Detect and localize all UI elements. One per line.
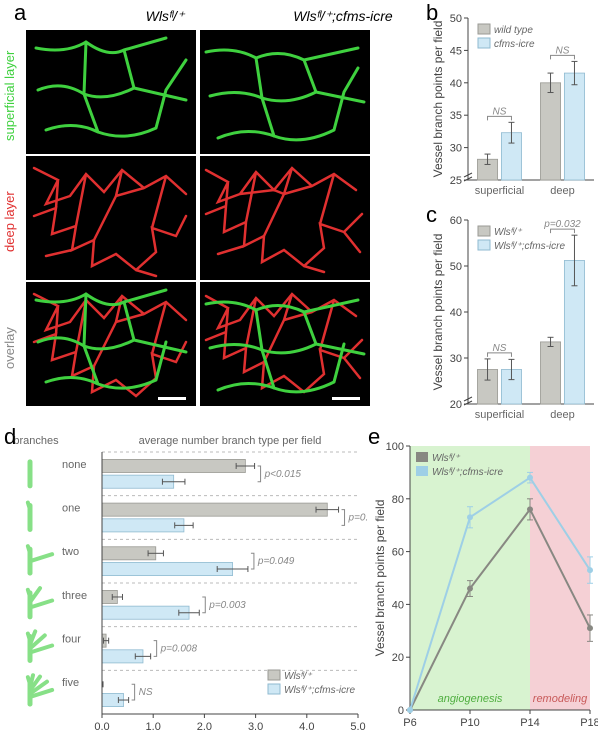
svg-text:p=0.003: p=0.003 — [208, 600, 246, 611]
svg-text:five: five — [62, 677, 79, 689]
panel-d-label: d — [4, 424, 16, 450]
svg-text:Wlsᶠˡ/⁺;cfms-icre: Wlsᶠˡ/⁺;cfms-icre — [494, 241, 565, 252]
panel-a: a Wlsᶠˡ/⁺ Wlsᶠˡ/⁺;cfms-icre superficial … — [8, 4, 422, 424]
svg-text:Wlsᶠˡ/⁺: Wlsᶠˡ/⁺ — [284, 671, 312, 682]
col2-header: Wlsᶠˡ/⁺;cfms-icre — [252, 8, 434, 25]
micro-img-overlay-ko — [200, 282, 370, 406]
row-label-overlay: overlay — [2, 288, 17, 408]
svg-text:Wlsᶠˡ/⁺: Wlsᶠˡ/⁺ — [432, 453, 460, 464]
svg-text:average number branch type per: average number branch type per field — [139, 435, 322, 447]
svg-text:0.0: 0.0 — [94, 721, 109, 733]
svg-text:25: 25 — [450, 175, 462, 187]
svg-text:P18: P18 — [580, 717, 598, 729]
svg-text:2.0: 2.0 — [197, 721, 212, 733]
panel-e-chart: angiogenesis remodeling 0 20 40 60 80 100 Vessel… — [372, 428, 598, 738]
panel-d: d branchesaverage number branch type per… — [8, 428, 368, 738]
svg-text:P14: P14 — [520, 717, 540, 729]
svg-text:40: 40 — [450, 307, 462, 319]
svg-text:P6: P6 — [403, 717, 416, 729]
panel-b-chart: 25 30 35 40 45 50 Vessel branch points per fie… — [430, 4, 600, 204]
svg-text:superficial: superficial — [475, 409, 525, 421]
svg-text:deep: deep — [550, 409, 574, 421]
svg-text:p<0.015: p<0.015 — [264, 469, 302, 480]
svg-text:4.0: 4.0 — [299, 721, 314, 733]
panel-c-label: c — [426, 202, 437, 228]
micro-img-superficial-wt — [26, 30, 196, 154]
svg-text:60: 60 — [392, 547, 404, 559]
svg-text:40: 40 — [392, 599, 404, 611]
svg-text:cfms-icre: cfms-icre — [494, 39, 535, 50]
svg-text:four: four — [62, 634, 81, 646]
row-label-deep: deep layer — [2, 162, 17, 282]
svg-text:p=0.032: p=0.032 — [543, 219, 581, 230]
micro-img-overlay-wt — [26, 282, 196, 406]
svg-text:three: three — [62, 590, 87, 602]
svg-text:30: 30 — [450, 353, 462, 365]
svg-text:50: 50 — [450, 13, 462, 25]
svg-text:p=0.008: p=0.008 — [160, 644, 198, 655]
svg-text:Wlsᶠˡ/⁺;cfms-icre: Wlsᶠˡ/⁺;cfms-icre — [432, 467, 503, 478]
svg-text:5.0: 5.0 — [350, 721, 365, 733]
svg-text:45: 45 — [450, 45, 462, 57]
svg-text:1.0: 1.0 — [146, 721, 161, 733]
panel-c: c 2030405060Vessel branch points per fie… — [430, 206, 600, 428]
svg-text:angiogenesis: angiogenesis — [438, 693, 503, 705]
micro-img-superficial-ko — [200, 30, 370, 154]
svg-text:one: one — [62, 503, 80, 515]
svg-text:wild type: wild type — [494, 25, 533, 36]
panel-a-label: a — [14, 0, 26, 26]
scale-bar — [158, 397, 186, 400]
svg-text:p=0.001: p=0.001 — [348, 513, 368, 524]
micro-img-deep-ko — [200, 156, 370, 280]
svg-text:3.0: 3.0 — [248, 721, 263, 733]
svg-text:Vessel branch points per field: Vessel branch points per field — [431, 21, 445, 178]
svg-text:deep: deep — [550, 185, 574, 197]
svg-text:20: 20 — [450, 399, 462, 411]
svg-text:P10: P10 — [460, 717, 480, 729]
svg-text:Vessel branch points per field: Vessel branch points per field — [431, 234, 445, 391]
svg-text:NS: NS — [556, 45, 570, 56]
row-label-superficial: superficial layer — [2, 36, 17, 156]
svg-text:superficial: superficial — [475, 185, 525, 197]
svg-text:35: 35 — [450, 110, 462, 122]
svg-text:40: 40 — [450, 78, 462, 90]
scale-bar — [332, 397, 360, 400]
svg-text:60: 60 — [450, 215, 462, 227]
svg-text:branches: branches — [13, 435, 59, 447]
svg-text:Wlsᶠˡ/⁺: Wlsᶠˡ/⁺ — [494, 227, 522, 238]
col1-header: Wlsᶠˡ/⁺ — [80, 8, 250, 25]
svg-text:20: 20 — [392, 652, 404, 664]
svg-text:30: 30 — [450, 143, 462, 155]
panel-b-label: b — [426, 0, 438, 26]
panel-e-label: e — [368, 424, 380, 450]
svg-text:NS: NS — [493, 343, 507, 354]
svg-text:50: 50 — [450, 261, 462, 273]
svg-text:80: 80 — [392, 494, 404, 506]
svg-text:NS: NS — [493, 106, 507, 117]
svg-text:NS: NS — [139, 687, 153, 698]
svg-text:two: two — [62, 546, 79, 558]
panel-d-chart: branches average number branch type per f… — [8, 428, 368, 738]
svg-text:100: 100 — [386, 441, 404, 453]
panel-c-chart: 20 30 40 50 60 Vessel branch points per field… — [430, 206, 600, 428]
svg-text:none: none — [62, 459, 86, 471]
svg-text:remodeling: remodeling — [533, 693, 588, 705]
panel-b: b 253035404550Vessel branch points per f… — [430, 4, 600, 204]
svg-text:0: 0 — [398, 705, 404, 717]
svg-text:Vessel branch points per field: Vessel branch points per field — [373, 500, 387, 657]
svg-text:Wlsᶠˡ/⁺;cfms-icre: Wlsᶠˡ/⁺;cfms-icre — [284, 685, 355, 696]
micro-img-deep-wt — [26, 156, 196, 280]
panel-e: e angiogenesisremodeling020406080100Vess… — [372, 428, 598, 738]
svg-text:p=0.049: p=0.049 — [257, 556, 295, 567]
